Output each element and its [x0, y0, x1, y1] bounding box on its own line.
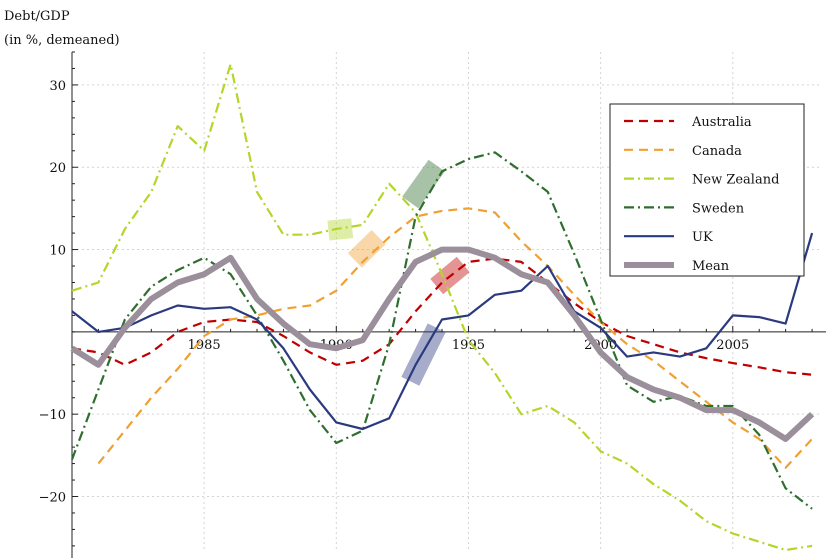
- y-tick-label: 20: [49, 161, 66, 176]
- legend-label-sweden: Sweden: [692, 201, 745, 216]
- series-line-mean: [70, 246, 815, 442]
- legend-label-new-zealand: New Zealand: [692, 173, 779, 188]
- y-tick-label: 10: [49, 244, 66, 259]
- highlight-canada: [347, 230, 386, 268]
- legend-label-canada: Canada: [692, 144, 742, 159]
- y-tick-label: −20: [39, 490, 66, 505]
- x-tick-label: 2005: [716, 338, 749, 353]
- legend: Australia Canada New Zealand Sweden UK Mean: [609, 103, 805, 277]
- highlight-sweden: [402, 159, 445, 209]
- legend-label-uk: UK: [692, 230, 713, 245]
- series-line-canada: [97, 207, 813, 469]
- legend-label-mean: Mean: [692, 259, 730, 274]
- x-tick-label: 1995: [452, 338, 485, 353]
- x-tick-label: 1985: [188, 338, 221, 353]
- y-axis-title-line-1: Debt/GDP: [4, 9, 70, 24]
- legend-label-australia: Australia: [691, 115, 752, 130]
- grid: [72, 52, 820, 550]
- series-line-new-zealand: [71, 63, 813, 552]
- y-tick-label: −10: [39, 408, 66, 423]
- axes: [71, 52, 826, 558]
- y-axis-title: Debt/GDP (in %, demeaned): [4, 9, 120, 48]
- y-tick-label: 30: [49, 79, 66, 94]
- series-line-uk: [71, 232, 814, 431]
- y-axis-title-line-2: (in %, demeaned): [4, 33, 120, 48]
- series-lines: [70, 63, 815, 552]
- legend-box: [609, 103, 805, 277]
